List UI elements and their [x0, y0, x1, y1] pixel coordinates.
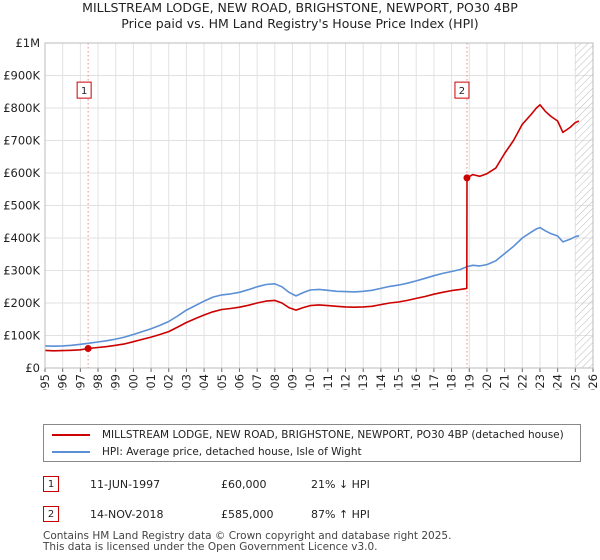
- transaction-row-1: 1 11-JUN-1997 £60,000 21% ↓ HPI: [43, 474, 583, 494]
- x-tick-label: 2015: [392, 374, 406, 390]
- x-tick-label: 2003: [179, 374, 193, 390]
- annotation-box-2: [454, 81, 470, 99]
- legend-label-hpi: HPI: Average price, detached house, Isle…: [102, 446, 362, 458]
- x-tick-label: 2014: [374, 374, 388, 390]
- hpi-line: [44, 226, 580, 347]
- y-tick-label: £500K: [3, 199, 40, 213]
- transaction-date-2: 14-NOV-2018: [90, 507, 164, 521]
- plot-frame: [44, 42, 594, 369]
- y-tick-label: £1M: [15, 36, 40, 50]
- footer: Contains HM Land Registry data © Crown c…: [43, 531, 451, 553]
- x-tick-label: 2001: [144, 374, 158, 390]
- legend-item-hpi: HPI: Average price, detached house, Isle…: [52, 444, 362, 460]
- transaction-hpi-1: 21% ↓ HPI: [311, 477, 370, 491]
- x-tick-label: 2005: [215, 374, 229, 390]
- transaction-hpi-2: 87% ↑ HPI: [311, 507, 370, 521]
- x-tick-label: 2025: [568, 374, 582, 390]
- y-tick-label: £0: [25, 361, 40, 375]
- x-tick-label: 2008: [268, 374, 282, 390]
- x-tick-label: 1995: [38, 374, 52, 390]
- x-tick-label: 2023: [533, 374, 547, 390]
- x-tick-label: 2018: [445, 374, 459, 390]
- x-tick-label: 2009: [285, 374, 299, 390]
- x-tick-label: 2006: [232, 374, 246, 390]
- x-tick-label: 2017: [427, 374, 441, 390]
- property-price-line: [44, 104, 580, 352]
- x-tick-label: 2007: [250, 374, 264, 390]
- x-tick-label: 2021: [498, 374, 512, 390]
- y-tick-label: £400K: [3, 231, 40, 245]
- y-tick-label: £800K: [3, 101, 40, 115]
- sale-marker-2: [463, 174, 471, 182]
- y-tick-label: £300K: [3, 264, 40, 278]
- x-tick-label: 2000: [126, 374, 140, 390]
- chart-title-line2: Price paid vs. HM Land Registry's House …: [121, 16, 479, 31]
- footer-line1: Contains HM Land Registry data © Crown c…: [43, 530, 452, 542]
- y-tick-label: £700K: [3, 134, 40, 148]
- x-tick-label: 2024: [551, 374, 565, 390]
- x-tick-label: 2016: [409, 374, 423, 390]
- x-tick-label: 2020: [480, 374, 494, 390]
- annotation-box-1: [76, 81, 92, 99]
- legend-label-property: MILLSTREAM LODGE, NEW ROAD, BRIGHSTONE, …: [102, 429, 564, 441]
- x-tick-label: 2022: [515, 374, 529, 390]
- x-tick-label: 1998: [91, 374, 105, 390]
- x-tick-label: 2002: [162, 374, 176, 390]
- x-tick-label: 2004: [197, 374, 211, 390]
- x-tick-label: 2010: [303, 374, 317, 390]
- x-tick-label: 2011: [321, 374, 335, 390]
- legend-item-property: MILLSTREAM LODGE, NEW ROAD, BRIGHSTONE, …: [52, 427, 564, 443]
- x-tick-label: 2019: [462, 374, 476, 390]
- transaction-price-1: £60,000: [221, 477, 267, 491]
- x-tick-label: 1999: [109, 374, 123, 390]
- y-tick-label: £100K: [3, 329, 40, 343]
- chart-title: MILLSTREAM LODGE, NEW ROAD, BRIGHSTONE, …: [0, 0, 600, 32]
- transaction-date-1: 11-JUN-1997: [90, 477, 161, 491]
- forecast-region: [575, 43, 593, 368]
- transaction-badge-2: 2: [43, 506, 59, 522]
- y-tick-label: £900K: [3, 69, 40, 83]
- y-tick-label: £200K: [3, 296, 40, 310]
- sale-marker-1: [84, 345, 92, 352]
- footer-line2: This data is licensed under the Open Gov…: [43, 541, 378, 553]
- x-tick-label: 2013: [356, 374, 370, 390]
- legend-swatch-hpi: [52, 451, 90, 453]
- chart-title-line1: MILLSTREAM LODGE, NEW ROAD, BRIGHSTONE, …: [82, 0, 518, 15]
- transaction-row-2: 2 14-NOV-2018 £585,000 87% ↑ HPI: [43, 504, 583, 524]
- x-tick-label: 1996: [56, 374, 70, 390]
- y-tick-label: £600K: [3, 166, 40, 180]
- x-tick-label: 2012: [339, 374, 353, 390]
- x-tick-label: 2026: [586, 374, 600, 390]
- price-chart: 1 2 £0 £100K £200K £300K £400K £500K £600K £700K…: [3, 36, 600, 390]
- annotation-label-2: 2: [459, 86, 465, 97]
- legend-swatch-property: [52, 434, 90, 436]
- annotation-label-1: 1: [81, 86, 87, 97]
- transaction-price-2: £585,000: [221, 507, 274, 521]
- chart-legend: MILLSTREAM LODGE, NEW ROAD, BRIGHSTONE, …: [43, 424, 581, 462]
- transaction-badge-1: 1: [43, 476, 59, 492]
- x-tick-label: 1997: [73, 374, 87, 390]
